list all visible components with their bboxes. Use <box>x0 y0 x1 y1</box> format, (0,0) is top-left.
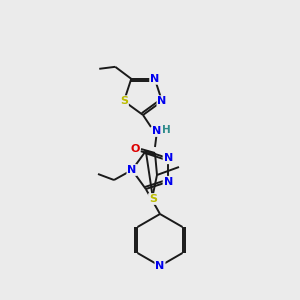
Text: H: H <box>162 125 170 135</box>
Text: S: S <box>120 96 128 106</box>
Text: N: N <box>158 96 166 106</box>
Text: N: N <box>155 261 165 271</box>
Text: S: S <box>149 194 157 204</box>
Text: N: N <box>164 177 173 187</box>
Text: N: N <box>152 126 162 136</box>
Text: O: O <box>130 144 140 154</box>
Text: N: N <box>150 74 159 84</box>
Text: N: N <box>128 165 136 175</box>
Text: N: N <box>164 153 173 163</box>
